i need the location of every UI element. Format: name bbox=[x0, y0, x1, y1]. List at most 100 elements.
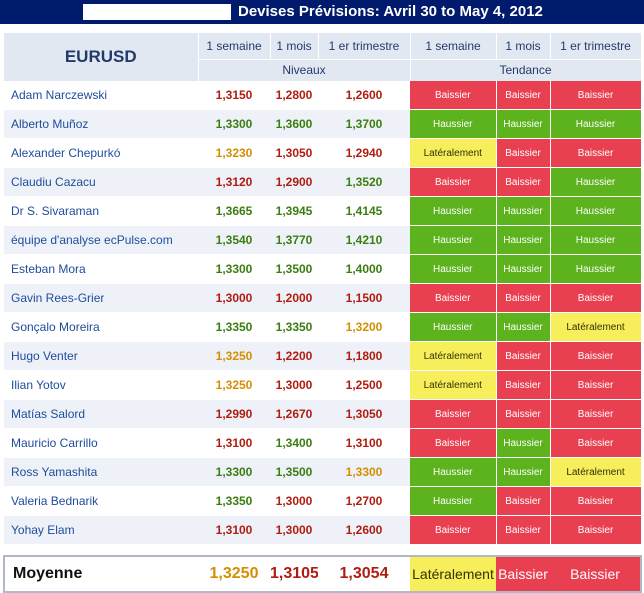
trend-cell: Baissier bbox=[410, 515, 497, 545]
trend-cell: Baissier bbox=[550, 370, 642, 400]
average-trend: Baissier bbox=[496, 555, 550, 593]
level-value: 1,3350 bbox=[198, 486, 270, 516]
level-value: 1,3520 bbox=[318, 167, 410, 197]
trend-cell: Baissier bbox=[550, 81, 642, 110]
table-row: Yohay Elam 1,3100 1,3000 1,2600 Baissier Bais… bbox=[4, 515, 642, 545]
trend-cell: Haussier bbox=[410, 486, 497, 516]
trend-cell: Haussier bbox=[496, 196, 551, 226]
level-value: 1,3100 bbox=[198, 428, 270, 458]
trend-cell: Baissier bbox=[550, 428, 642, 458]
level-value: 1,2200 bbox=[270, 341, 318, 371]
analyst-name: Matías Salord bbox=[4, 399, 198, 429]
trend-cell: Haussier bbox=[496, 457, 551, 487]
table-row: Adam Narczewski 1,3150 1,2800 1,2600 Baissie… bbox=[4, 81, 642, 110]
level-value: 1,2900 bbox=[270, 167, 318, 197]
level-value: 1,4145 bbox=[318, 196, 410, 226]
trend-cell: Haussier bbox=[410, 254, 497, 284]
analyst-name: Alexander Chepurkó bbox=[4, 138, 198, 168]
col-level-quarter: 1 er trimestre bbox=[318, 33, 411, 59]
level-value: 1,3500 bbox=[270, 254, 318, 284]
level-value: 1,2500 bbox=[318, 370, 410, 400]
col-level-month: 1 mois bbox=[270, 33, 319, 59]
trend-cell: Haussier bbox=[496, 225, 551, 255]
trend-cell: Baissier bbox=[550, 486, 642, 516]
table-row: Dr S. Sivaraman 1,3665 1,3945 1,4145 Haussie… bbox=[4, 196, 642, 226]
level-value: 1,2990 bbox=[198, 399, 270, 429]
trend-cell: Haussier bbox=[410, 196, 497, 226]
spacer-cell bbox=[4, 544, 641, 556]
trend-cell: Haussier bbox=[550, 196, 642, 226]
average-label: Moyenne bbox=[3, 555, 198, 593]
trend-cell: Haussier bbox=[496, 428, 551, 458]
table-row: Alberto Muñoz 1,3300 1,3600 1,3700 Haussier H… bbox=[4, 109, 642, 139]
analyst-name: Ross Yamashita bbox=[4, 457, 198, 487]
analyst-name: Valeria Bednarik bbox=[4, 486, 198, 516]
level-value: 1,3250 bbox=[198, 341, 270, 371]
title-bar: Devises Prévisions: Avril 30 to May 4, 2… bbox=[0, 0, 644, 24]
table-row: Gonçalo Moreira 1,3350 1,3350 1,3200 Haussie… bbox=[4, 312, 642, 342]
trend-cell: Baissier bbox=[550, 283, 642, 313]
level-value: 1,3000 bbox=[270, 486, 318, 516]
forecast-table: EURUSD 1 semaine 1 mois 1 er trimestre 1… bbox=[3, 33, 642, 593]
table-row: Ilian Yotov 1,3250 1,3000 1,2500 Latéralemen… bbox=[4, 370, 642, 400]
spacer-row bbox=[4, 544, 641, 556]
trend-cell: Haussier bbox=[496, 109, 551, 139]
currency-pair: EURUSD bbox=[4, 33, 199, 81]
level-value: 1,3945 bbox=[270, 196, 318, 226]
analyst-name: Adam Narczewski bbox=[4, 81, 198, 110]
average-trend: Baissier bbox=[550, 555, 642, 593]
group-levels: Niveaux bbox=[198, 58, 411, 81]
page-title: Devises Prévisions: Avril 30 to May 4, 2… bbox=[238, 3, 543, 20]
level-value: 1,3250 bbox=[198, 370, 270, 400]
trend-cell: Baissier bbox=[496, 341, 551, 371]
trend-cell: Haussier bbox=[410, 312, 497, 342]
trend-cell: Haussier bbox=[550, 167, 642, 197]
trend-cell: Baissier bbox=[496, 138, 551, 168]
trend-cell: Baissier bbox=[410, 428, 497, 458]
average-row: Moyenne 1,3250 1,3105 1,3054 Latéralement Bai… bbox=[3, 555, 642, 593]
level-value: 1,3350 bbox=[198, 312, 270, 342]
analyst-name: Esteban Mora bbox=[4, 254, 198, 284]
trend-cell: Baissier bbox=[496, 167, 551, 197]
level-value: 1,3120 bbox=[198, 167, 270, 197]
level-value: 1,3770 bbox=[270, 225, 318, 255]
trend-cell: Haussier bbox=[410, 457, 497, 487]
table-row: Ross Yamashita 1,3300 1,3500 1,3300 Haussier… bbox=[4, 457, 642, 487]
level-value: 1,3000 bbox=[198, 283, 270, 313]
col-trend-week: 1 semaine bbox=[410, 33, 497, 59]
trend-cell: Baissier bbox=[496, 81, 551, 110]
table-row: Claudiu Cazacu 1,3120 1,2900 1,3520 Baissier… bbox=[4, 167, 642, 197]
analyst-name: Gonçalo Moreira bbox=[4, 312, 198, 342]
trend-cell: Latéralement bbox=[410, 341, 497, 371]
trend-cell: Baissier bbox=[550, 138, 642, 168]
level-value: 1,3300 bbox=[198, 457, 270, 487]
table-row: Valeria Bednarik 1,3350 1,3000 1,2700 Haussi… bbox=[4, 486, 642, 516]
level-value: 1,2940 bbox=[318, 138, 410, 168]
average-level: 1,3054 bbox=[318, 555, 410, 593]
level-value: 1,3000 bbox=[270, 515, 318, 545]
level-value: 1,1800 bbox=[318, 341, 410, 371]
trend-cell: Haussier bbox=[496, 312, 551, 342]
average-level: 1,3250 bbox=[198, 555, 270, 593]
level-value: 1,2800 bbox=[270, 81, 318, 110]
level-value: 1,3500 bbox=[270, 457, 318, 487]
level-value: 1,3100 bbox=[198, 515, 270, 545]
level-value: 1,4210 bbox=[318, 225, 410, 255]
trend-cell: Haussier bbox=[550, 225, 642, 255]
level-value: 1,2600 bbox=[318, 515, 410, 545]
level-value: 1,2700 bbox=[318, 486, 410, 516]
analyst-name: Yohay Elam bbox=[4, 515, 198, 545]
header-row-periods: EURUSD 1 semaine 1 mois 1 er trimestre 1… bbox=[4, 33, 642, 81]
level-value: 1,3050 bbox=[318, 399, 410, 429]
average-trend: Latéralement bbox=[410, 555, 496, 593]
analyst-name: Hugo Venter bbox=[4, 341, 198, 371]
trend-cell: Baissier bbox=[496, 370, 551, 400]
analyst-name: Gavin Rees-Grier bbox=[4, 283, 198, 313]
trend-cell: Haussier bbox=[410, 225, 497, 255]
col-level-week: 1 semaine bbox=[198, 33, 271, 59]
trend-cell: Haussier bbox=[496, 254, 551, 284]
trend-cell: Latéralement bbox=[550, 312, 642, 342]
trend-cell: Baissier bbox=[410, 167, 497, 197]
header-row-groups: Niveaux Tendance bbox=[4, 58, 642, 81]
level-value: 1,3300 bbox=[318, 457, 410, 487]
